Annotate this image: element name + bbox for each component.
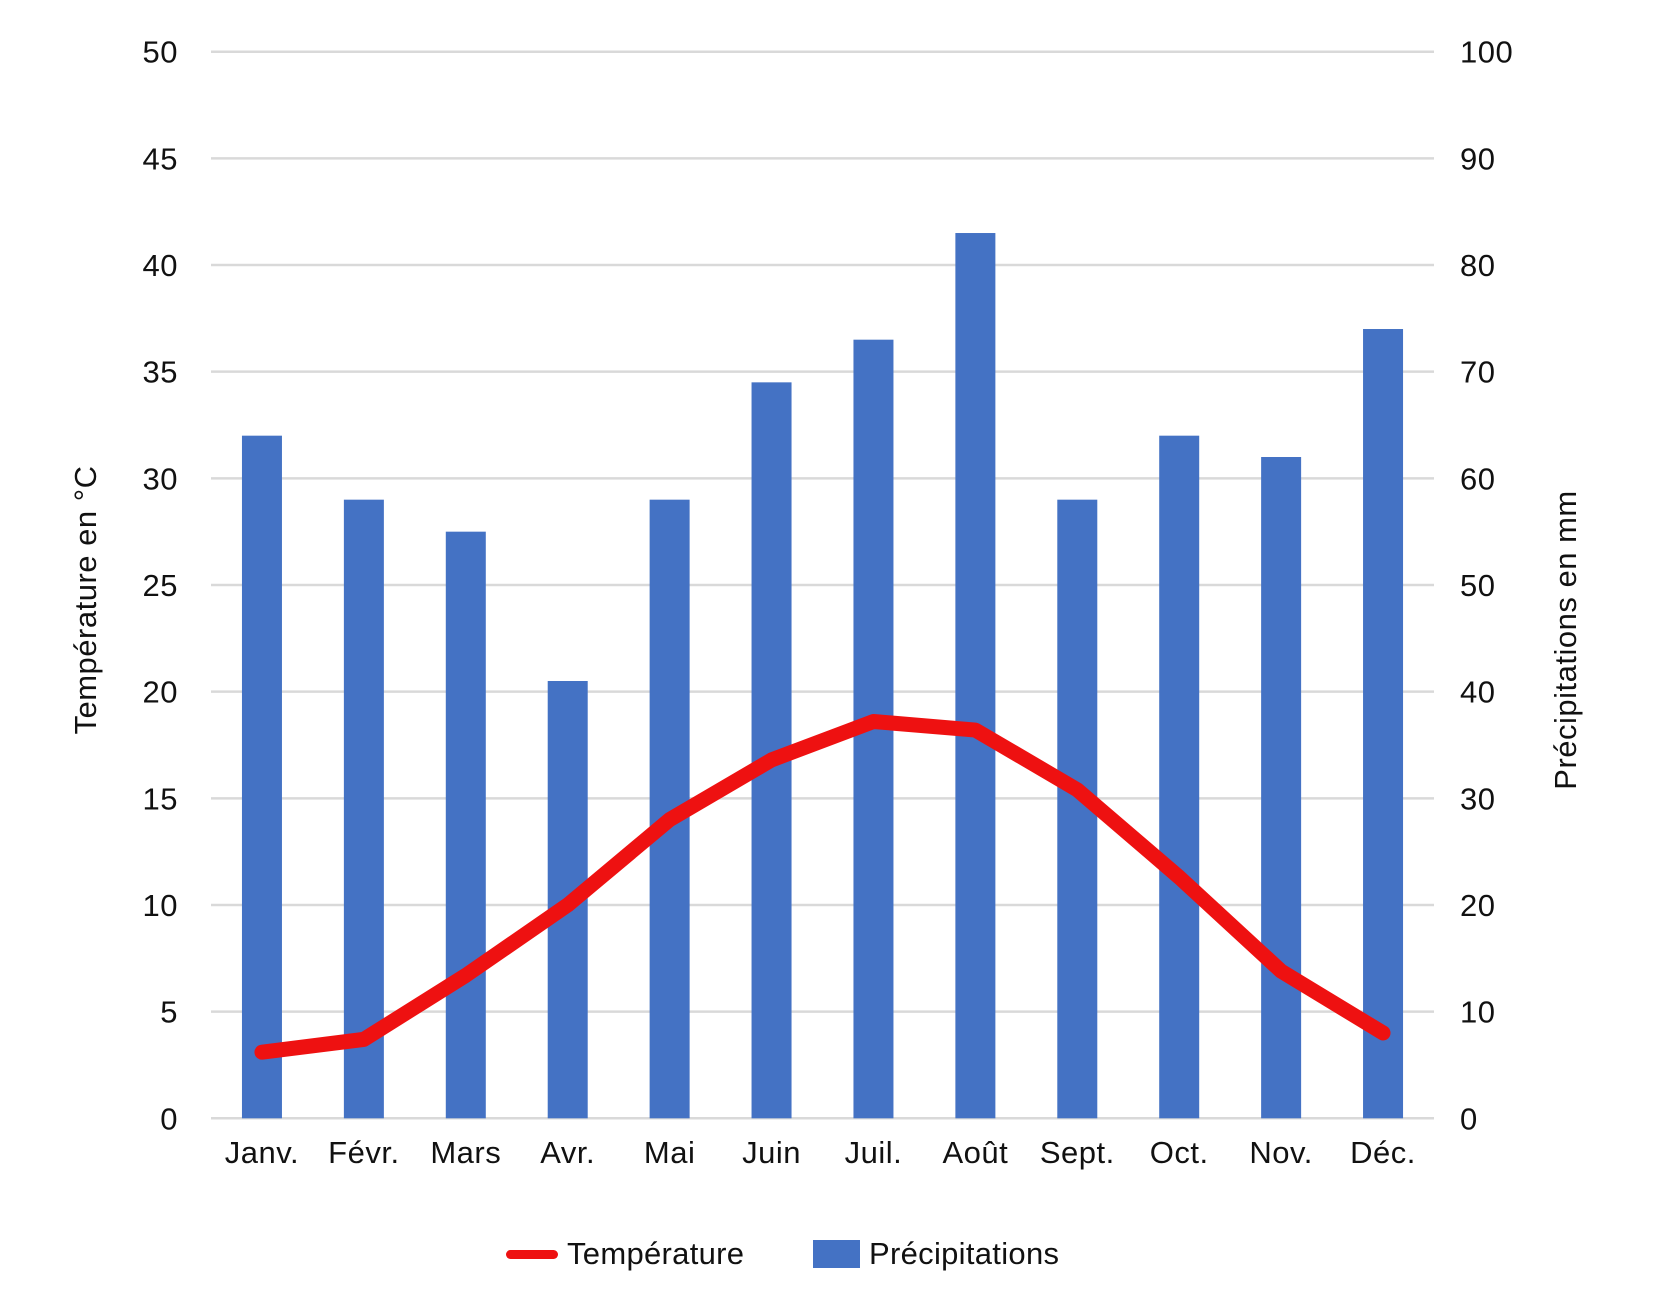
precipitation-bar — [1363, 329, 1404, 1119]
right-tick-label: 50 — [1460, 568, 1495, 603]
precipitations-bar-swatch — [813, 1240, 860, 1268]
temperature-line-swatch — [506, 1249, 558, 1259]
x-axis-label: Juil. — [845, 1135, 903, 1170]
left-tick-label: 35 — [143, 355, 178, 390]
left-tick-label: 30 — [143, 461, 178, 496]
right-tick-label: 10 — [1460, 995, 1495, 1030]
right-tick-label: 60 — [1460, 461, 1495, 496]
left-tick-label: 10 — [143, 888, 178, 923]
left-tick-label: 25 — [143, 568, 178, 603]
left-tick-label: 50 — [143, 35, 178, 70]
right-tick-label: 0 — [1460, 1101, 1478, 1136]
right-tick-label: 100 — [1460, 35, 1513, 70]
left-tick-label: 20 — [143, 675, 178, 710]
precipitation-bar — [1159, 435, 1200, 1119]
left-tick-label: 0 — [160, 1101, 178, 1136]
x-axis-label: Nov. — [1249, 1135, 1312, 1170]
x-axis-label: Août — [942, 1135, 1008, 1170]
x-axis-label: Mars — [430, 1135, 501, 1170]
right-tick-label: 80 — [1460, 248, 1495, 283]
left-tick-label: 15 — [143, 781, 178, 816]
left-tick-label: 45 — [143, 141, 178, 176]
right-tick-label: 90 — [1460, 141, 1495, 176]
left-tick-label: 40 — [143, 248, 178, 283]
left-tick-label: 5 — [160, 995, 178, 1030]
precipitation-bar — [241, 435, 282, 1119]
x-axis-label: Juin — [742, 1135, 801, 1170]
precipitation-bar — [955, 233, 996, 1119]
legend-item-temperature: Température — [506, 1236, 745, 1271]
legend-label-temperature: Température — [567, 1236, 745, 1271]
precipitation-bar — [445, 531, 486, 1119]
precipitation-bar — [1261, 457, 1302, 1119]
right-tick-label: 20 — [1460, 888, 1495, 923]
x-axis-label: Mai — [644, 1135, 695, 1170]
legend-label-precipitations: Précipitations — [869, 1236, 1060, 1271]
x-axis-label: Déc. — [1350, 1135, 1416, 1170]
right-tick-label: 40 — [1460, 675, 1495, 710]
right-tick-label: 30 — [1460, 781, 1495, 816]
x-axis-label: Févr. — [328, 1135, 399, 1170]
x-axis-label: Janv. — [225, 1135, 299, 1170]
x-axis-label: Avr. — [540, 1135, 595, 1170]
right-tick-label: 70 — [1460, 355, 1495, 390]
x-axis-label: Oct. — [1150, 1135, 1209, 1170]
x-axis-label: Sept. — [1040, 1135, 1115, 1170]
temperature-line — [254, 714, 1391, 1060]
precipitation-bar — [343, 499, 384, 1119]
legend-item-precipitations: Précipitations — [813, 1236, 1060, 1271]
